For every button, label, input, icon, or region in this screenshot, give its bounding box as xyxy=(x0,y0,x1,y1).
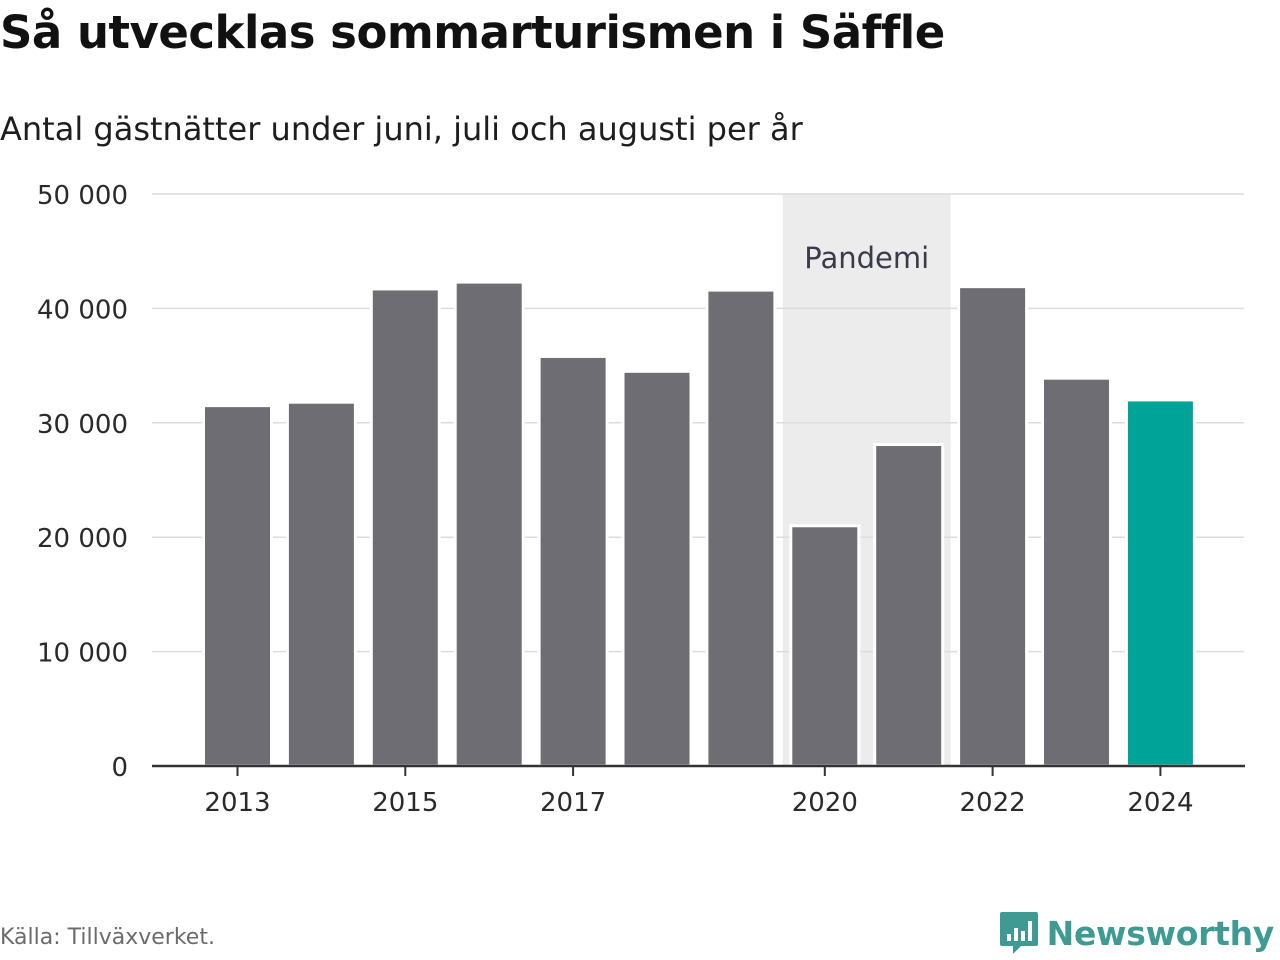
y-tick-label: 30 000 xyxy=(37,410,128,440)
x-tick-label: 2017 xyxy=(540,788,606,818)
x-tick-label: 2024 xyxy=(1127,788,1193,818)
bar xyxy=(957,285,1029,768)
brand-logo: Newsworthy xyxy=(999,910,1274,956)
bar xyxy=(1041,376,1112,768)
x-tick-label: 2013 xyxy=(204,788,270,818)
x-tick-label: 2015 xyxy=(372,788,438,818)
x-tick-label: 2022 xyxy=(960,788,1026,818)
chart-title: Så utvecklas sommarturismen i Säffle xyxy=(0,6,945,59)
y-tick-label: 0 xyxy=(111,753,128,783)
bar-chart: Pandemi 0 10 000 20 000 30 000 40 000 50 000 20… xyxy=(37,181,1245,818)
y-tick-label: 10 000 xyxy=(37,639,128,669)
bar xyxy=(705,288,777,768)
bar xyxy=(621,369,693,768)
source-note: Källa: Tillväxverket. xyxy=(0,925,215,950)
newsworthy-logo-icon xyxy=(999,912,1038,954)
y-tick-label: 50 000 xyxy=(37,181,128,211)
bar xyxy=(285,400,357,768)
brand-name: Newsworthy xyxy=(1046,913,1275,953)
y-tick-label: 40 000 xyxy=(37,295,128,325)
bar xyxy=(537,354,609,768)
chart-subtitle: Antal gästnätter under juni, juli och au… xyxy=(0,110,803,148)
bar xyxy=(873,443,945,768)
x-tick-label: 2020 xyxy=(792,788,858,818)
bar xyxy=(369,287,441,768)
pandemic-band-label: Pandemi xyxy=(804,241,929,275)
y-tick-label: 20 000 xyxy=(37,524,128,554)
bar xyxy=(453,280,525,768)
bar xyxy=(789,524,861,768)
bar xyxy=(202,404,273,768)
bar xyxy=(1124,398,1196,768)
